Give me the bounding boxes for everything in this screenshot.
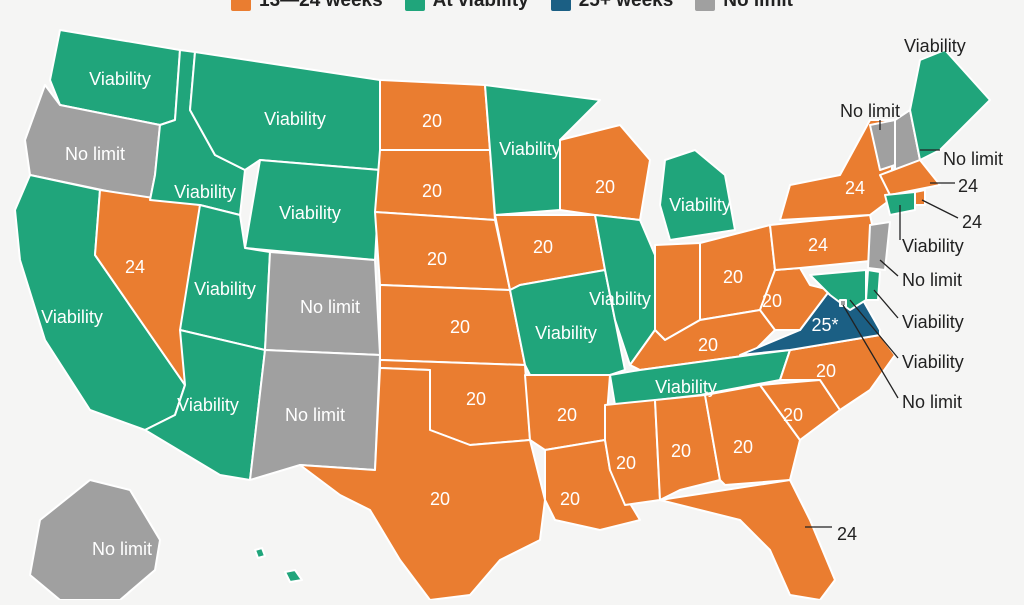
- state-label-al: 20: [671, 441, 691, 461]
- callout-label-ct: Viability: [902, 236, 964, 256]
- state-label-wa: Viability: [89, 69, 151, 89]
- state-label-ks: 20: [450, 317, 470, 337]
- state-label-nv: 24: [125, 257, 145, 277]
- state-label-sc: 20: [783, 405, 803, 425]
- state-label-az: Viability: [177, 395, 239, 415]
- state-mo: [509, 269, 626, 376]
- callout-label-me: Viability: [904, 36, 966, 56]
- callout-label-vt: No limit: [840, 101, 900, 121]
- legend-label: No limit: [723, 0, 793, 11]
- legend-swatch: [695, 0, 716, 11]
- legend-item: No limit: [695, 0, 793, 12]
- legend-item: At viability: [404, 0, 529, 12]
- state-label-ne: 20: [427, 249, 447, 269]
- legend-swatch: [550, 0, 571, 11]
- callout-label-md: Viability: [902, 352, 964, 372]
- state-label-mo: Viability: [535, 323, 597, 343]
- state-label-ia: 20: [533, 237, 553, 257]
- state-nj: [867, 221, 891, 271]
- state-label-id: Viability: [174, 182, 236, 202]
- callout-label-ri: 24: [962, 212, 982, 232]
- state-dc: [839, 299, 847, 307]
- state-label-co: No limit: [300, 297, 360, 317]
- state-label-ms: 20: [616, 453, 636, 473]
- state-label-mi: Viability: [669, 195, 731, 215]
- state-label-mn: Viability: [499, 139, 561, 159]
- callout-label-dc: No limit: [902, 392, 962, 412]
- callout-label-nj: No limit: [902, 270, 962, 290]
- legend-item: 13—24 weeks: [231, 0, 383, 12]
- callout-line-dc: [842, 304, 899, 399]
- state-label-ny: 24: [845, 178, 865, 198]
- state-label-ky: 20: [698, 335, 718, 355]
- legend: 13—24 weeks At viability 25+ weeks No limit: [0, 0, 1024, 14]
- state-label-oh: 20: [723, 267, 743, 287]
- state-label-nc: 20: [816, 361, 836, 381]
- state-ri: [914, 189, 926, 206]
- state-label-tn: Viability: [655, 377, 717, 397]
- callout-line-de: [873, 289, 899, 319]
- state-label-or: No limit: [65, 144, 125, 164]
- state-me: [909, 49, 991, 161]
- state-label-wv: 20: [762, 291, 782, 311]
- state-label-wi: 20: [595, 177, 615, 197]
- legend-swatch: [231, 0, 252, 11]
- callout-label-de: Viability: [902, 312, 964, 332]
- state-ct: [884, 191, 916, 216]
- state-label-ar: 20: [557, 405, 577, 425]
- state-label-mt: Viability: [264, 109, 326, 129]
- legend-label: 25+ weeks: [578, 0, 674, 11]
- legend-label: 13—24 weeks: [259, 0, 383, 11]
- state-ma: [879, 159, 941, 196]
- callout-line-ri: [921, 199, 959, 219]
- callout-line-nj: [879, 259, 899, 277]
- legend-swatch: [404, 0, 425, 11]
- state-label-ca: Viability: [41, 307, 103, 327]
- state-tx: [299, 367, 546, 601]
- state-label-ga: 20: [733, 437, 753, 457]
- state-label-nd: 20: [422, 111, 442, 131]
- state-label-il: Viability: [589, 289, 651, 309]
- state-label-la: 20: [560, 489, 580, 509]
- state-mi: [659, 149, 736, 241]
- state-fl: [659, 479, 836, 601]
- callout-label-ma: 24: [958, 176, 978, 196]
- state-label-va: 25*: [811, 315, 838, 335]
- callout-label-nh: No limit: [943, 149, 1003, 169]
- state-ak: [29, 479, 161, 601]
- state-label-ok: 20: [466, 389, 486, 409]
- state-hi: [254, 547, 303, 583]
- state-label-tx: 20: [430, 489, 450, 509]
- state-label-wy: Viability: [279, 203, 341, 223]
- state-label-pa: 24: [808, 235, 828, 255]
- state-md: [809, 269, 867, 311]
- state-label-nm: No limit: [285, 405, 345, 425]
- legend-item: 25+ weeks: [550, 0, 674, 12]
- state-al: [654, 394, 721, 501]
- legend-label: At viability: [432, 0, 529, 11]
- state-wi: [559, 124, 651, 221]
- state-label-sd: 20: [422, 181, 442, 201]
- state-label-ut: Viability: [194, 279, 256, 299]
- state-label-ak: No limit: [92, 539, 152, 559]
- callout-line-md: [849, 299, 899, 359]
- callout-label-fl: 24: [837, 524, 857, 544]
